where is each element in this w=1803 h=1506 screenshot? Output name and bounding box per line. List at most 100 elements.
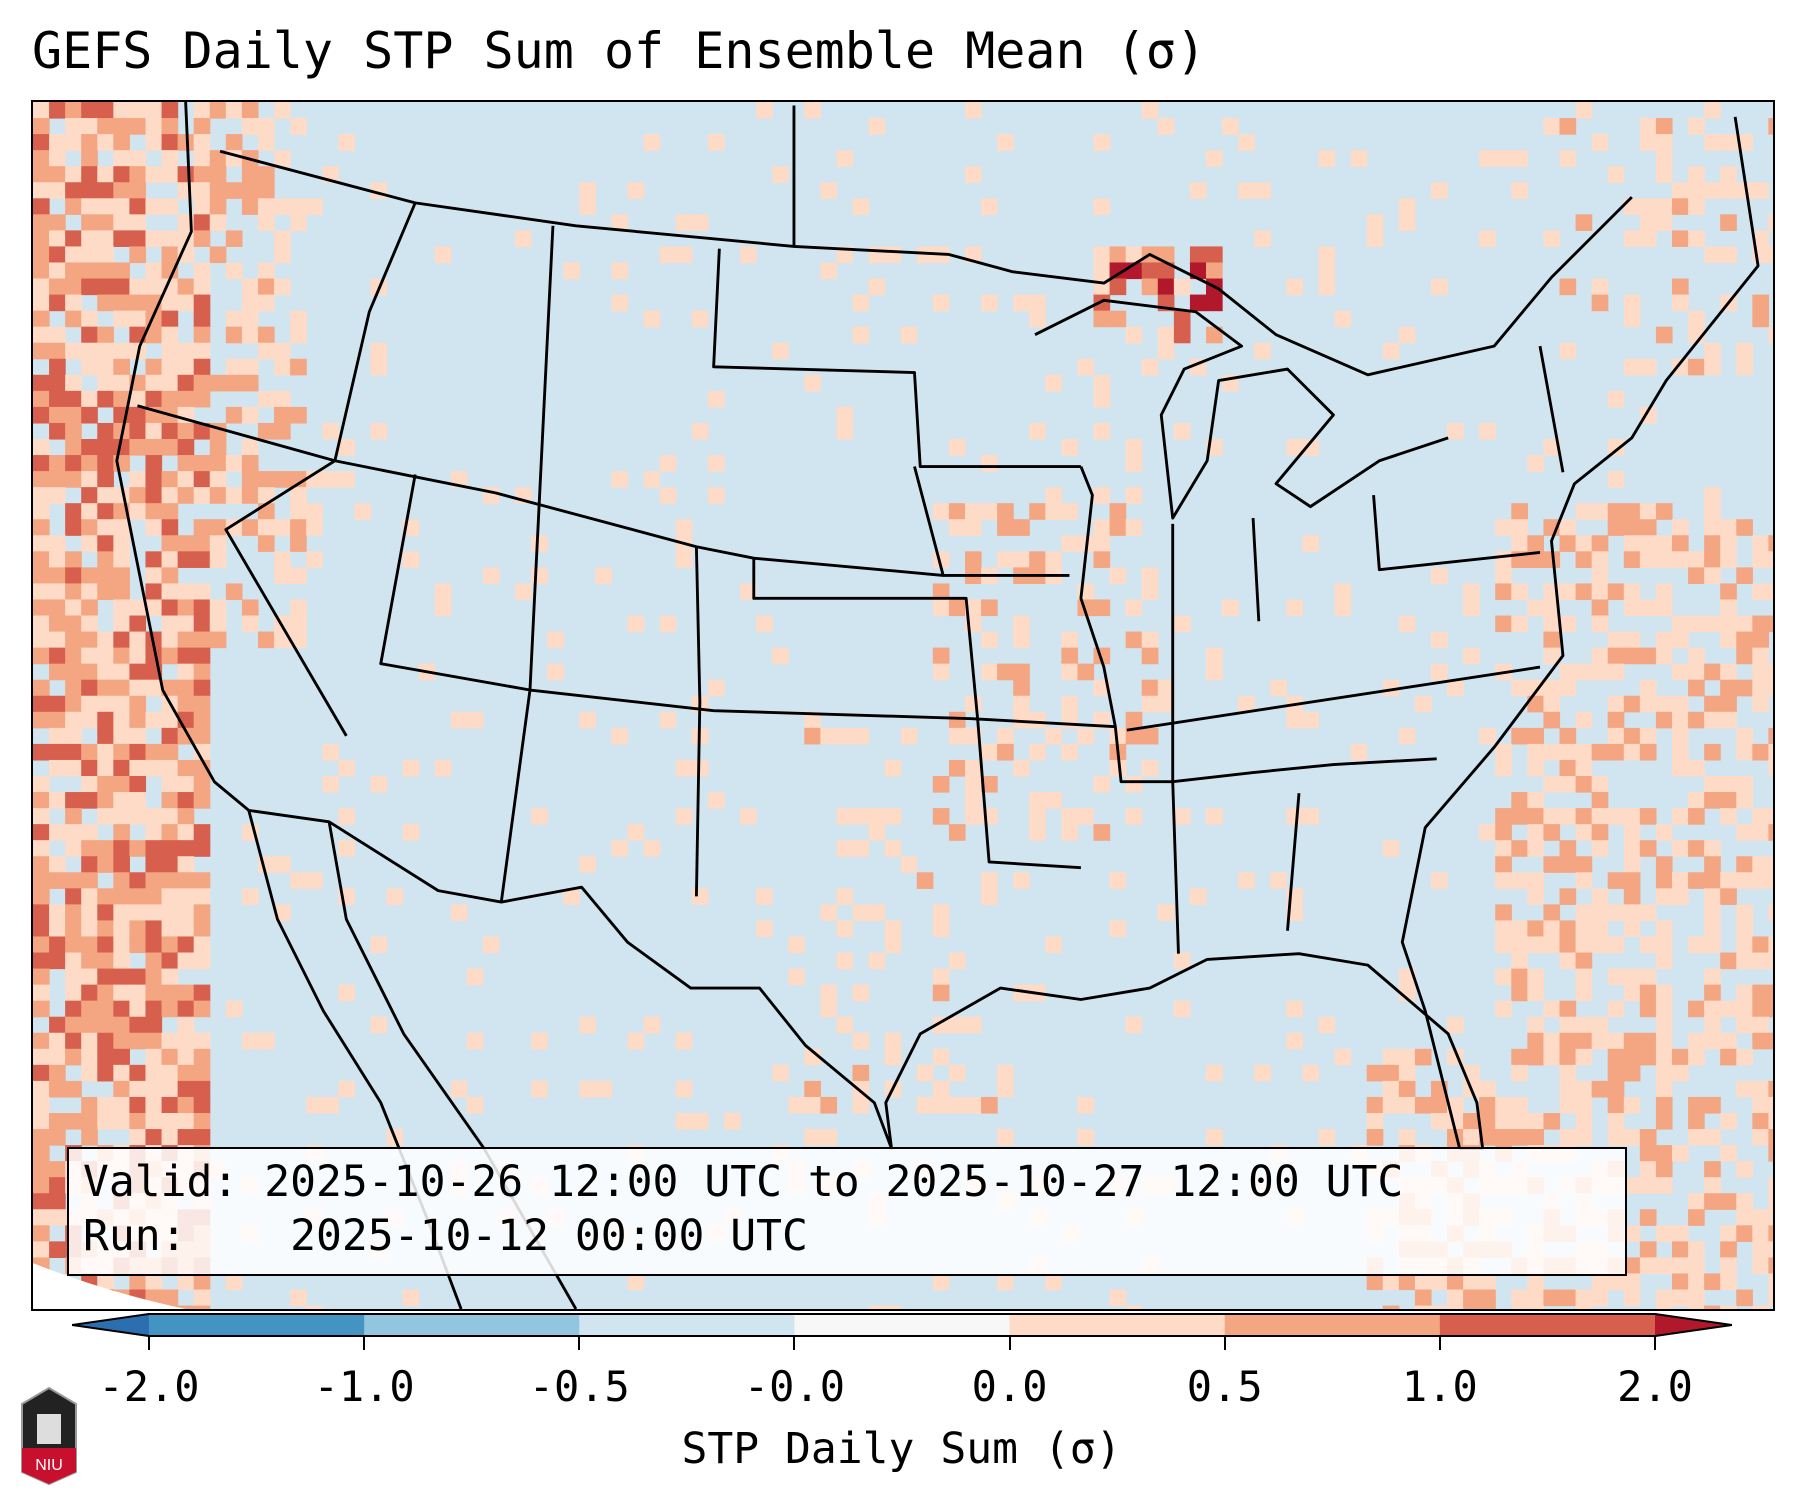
stp-cell <box>81 503 98 520</box>
stp-cell <box>193 936 211 954</box>
stp-cell <box>1479 1273 1496 1291</box>
stp-cell <box>1527 840 1545 857</box>
stp-cell <box>964 1096 982 1114</box>
stp-cell <box>1736 727 1753 745</box>
stp-cell <box>1623 1289 1641 1307</box>
stp-cell <box>611 727 629 745</box>
stp-cell <box>49 342 66 360</box>
stp-cell <box>1623 535 1641 552</box>
stp-cell <box>33 1145 50 1162</box>
stp-cell <box>113 390 130 408</box>
stp-cell <box>964 519 982 536</box>
stp-cell <box>1286 711 1303 729</box>
stp-cell <box>1013 294 1030 312</box>
stp-cell <box>1463 1289 1480 1307</box>
stp-cell <box>1045 551 1062 568</box>
stp-cell <box>81 118 98 135</box>
stp-cell <box>1704 711 1721 729</box>
stp-cell <box>900 326 918 344</box>
stp-cell <box>1623 1225 1641 1242</box>
stp-cell <box>1366 1112 1384 1130</box>
stp-cell <box>1575 1016 1593 1034</box>
stp-cell <box>1752 1209 1769 1226</box>
stp-cell <box>1559 1129 1577 1146</box>
stp-cell <box>1768 727 1773 745</box>
stp-cell <box>1704 246 1721 264</box>
stp-cell <box>1688 647 1705 665</box>
colorbar-tick-label: -0.0 <box>743 1362 845 1411</box>
stp-cell <box>193 599 211 617</box>
stp-cell <box>145 567 163 584</box>
stp-cell <box>1591 1032 1609 1050</box>
stp-cell <box>65 519 82 536</box>
stp-cell <box>1639 599 1657 617</box>
stp-cell <box>97 182 114 199</box>
stp-cell <box>241 102 259 119</box>
stp-cell <box>852 808 870 825</box>
stp-cell <box>225 102 243 119</box>
stp-cell <box>932 1048 950 1066</box>
stp-cell <box>1623 1048 1641 1066</box>
stp-cell <box>852 326 870 344</box>
colorbar-tick-label: -0.5 <box>528 1362 630 1411</box>
stp-cell <box>868 808 886 825</box>
stp-cell <box>97 1096 114 1114</box>
stp-cell <box>241 310 259 328</box>
stp-cell <box>1704 695 1721 713</box>
stp-cell <box>997 1273 1014 1291</box>
stp-cell <box>1382 840 1400 857</box>
stp-cell <box>65 567 82 584</box>
stp-cell <box>1591 1016 1609 1034</box>
stp-cell <box>1639 1032 1657 1050</box>
stp-cell <box>1479 1096 1496 1114</box>
stp-cell <box>1527 551 1545 568</box>
stp-cell <box>33 1177 50 1194</box>
stp-cell <box>1559 535 1577 552</box>
stp-cell <box>241 326 259 344</box>
stp-cell <box>145 198 163 215</box>
stp-cell <box>65 631 82 649</box>
stp-cell <box>338 1080 355 1098</box>
stp-cell <box>1607 1048 1625 1066</box>
stp-cell <box>65 551 82 568</box>
stp-cell <box>81 1096 98 1114</box>
stp-cell <box>1720 711 1737 729</box>
stp-cell <box>1495 150 1512 167</box>
stp-cell <box>1430 567 1448 584</box>
stp-cell <box>1189 888 1207 905</box>
stp-cell <box>97 294 114 312</box>
stp-cell <box>1527 1305 1545 1309</box>
stp-cell <box>193 150 211 167</box>
stp-cell <box>81 663 98 681</box>
stp-cell <box>1639 840 1657 857</box>
stp-cell <box>1704 1129 1721 1146</box>
stp-cell <box>611 294 629 312</box>
stp-cell <box>1398 1064 1416 1082</box>
stp-cell <box>691 1112 709 1130</box>
stp-cell <box>1543 1112 1561 1130</box>
stp-cell <box>49 102 66 119</box>
stp-cell <box>177 438 195 456</box>
stp-cell <box>81 358 98 376</box>
stp-cell <box>981 872 998 889</box>
stp-cell <box>1302 535 1320 552</box>
stp-cell <box>1511 1064 1528 1082</box>
stp-cell <box>675 759 693 777</box>
stp-cell <box>1575 583 1593 601</box>
stp-cell <box>1013 615 1030 633</box>
stp-cell <box>97 808 114 825</box>
stp-cell <box>33 438 50 456</box>
stp-cell <box>1575 775 1593 793</box>
stp-cell <box>1639 503 1657 520</box>
stp-cell <box>1157 679 1175 697</box>
stp-cell <box>1623 503 1641 520</box>
stp-cell <box>257 166 275 183</box>
stp-cell <box>370 342 388 360</box>
stp-cell <box>1463 1305 1480 1309</box>
stp-cell <box>274 422 291 440</box>
stp-cell <box>964 759 982 777</box>
stp-cell <box>225 326 243 344</box>
stp-cell <box>1029 711 1046 729</box>
stp-cell <box>1591 615 1609 633</box>
stp-cell <box>33 230 50 248</box>
